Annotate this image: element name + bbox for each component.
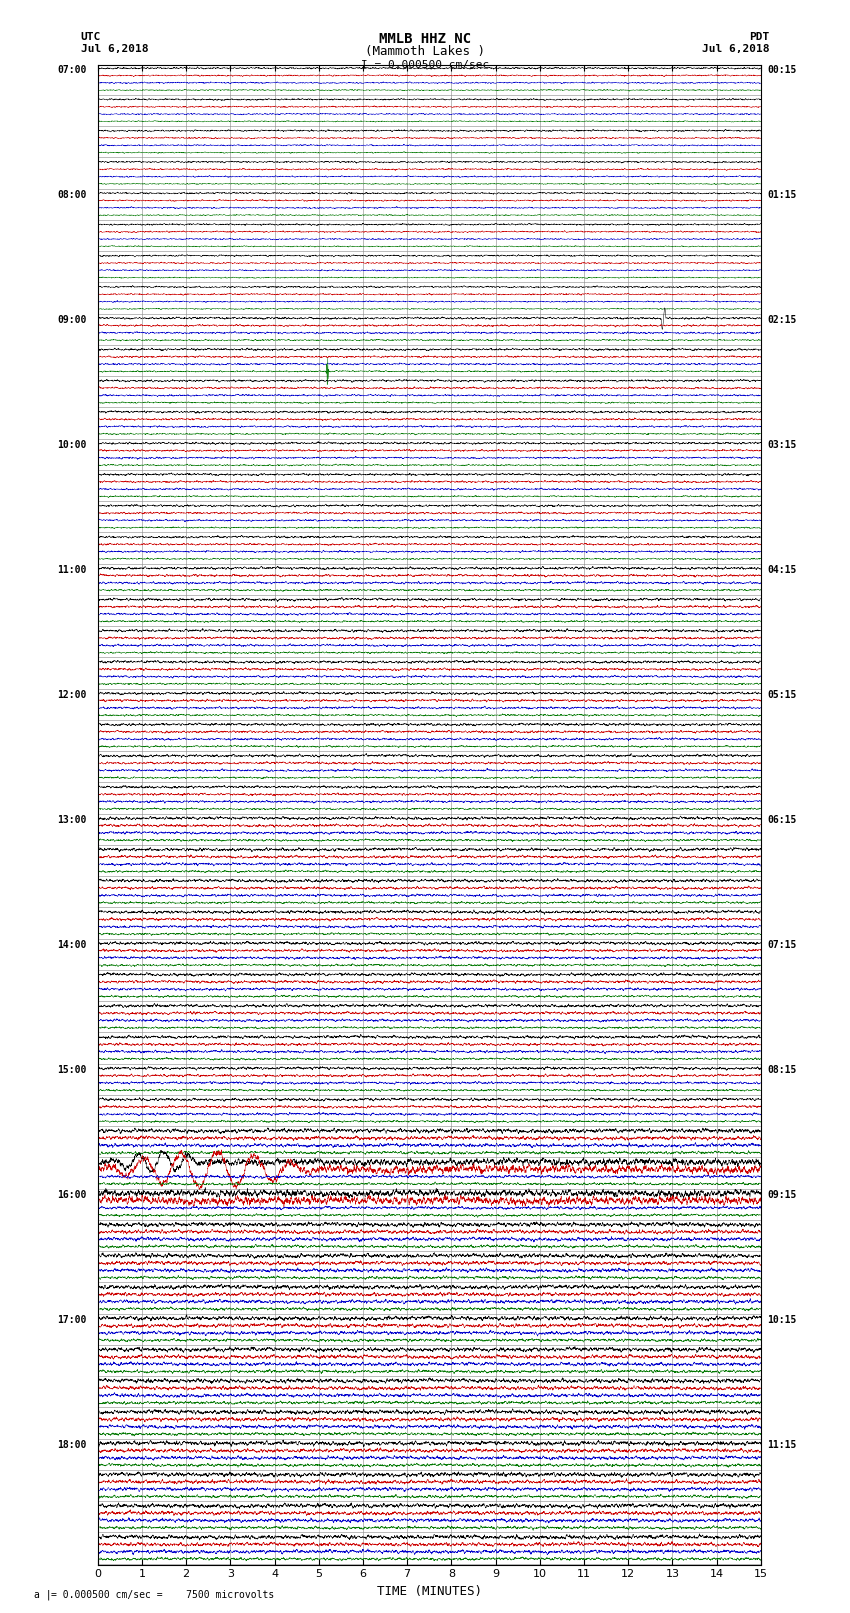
Text: PDT: PDT xyxy=(749,32,769,42)
Text: 01:15: 01:15 xyxy=(768,189,796,200)
Text: 08:00: 08:00 xyxy=(57,189,87,200)
Text: Jul 6,2018: Jul 6,2018 xyxy=(81,44,148,53)
Text: a |: a | xyxy=(34,1589,52,1600)
Text: 08:15: 08:15 xyxy=(768,1065,796,1074)
Text: 09:15: 09:15 xyxy=(768,1190,796,1200)
Text: 15:00: 15:00 xyxy=(57,1065,87,1074)
Text: 05:15: 05:15 xyxy=(768,690,796,700)
Text: 03:15: 03:15 xyxy=(768,440,796,450)
Text: 18:00: 18:00 xyxy=(57,1440,87,1450)
Text: 10:00: 10:00 xyxy=(57,440,87,450)
Text: (Mammoth Lakes ): (Mammoth Lakes ) xyxy=(365,45,485,58)
Text: 00:15: 00:15 xyxy=(768,65,796,74)
Text: 09:00: 09:00 xyxy=(57,315,87,324)
X-axis label: TIME (MINUTES): TIME (MINUTES) xyxy=(377,1586,482,1598)
Text: 13:00: 13:00 xyxy=(57,815,87,824)
Text: 04:15: 04:15 xyxy=(768,565,796,574)
Text: = 0.000500 cm/sec =    7500 microvolts: = 0.000500 cm/sec = 7500 microvolts xyxy=(51,1590,275,1600)
Text: 07:15: 07:15 xyxy=(768,939,796,950)
Text: Jul 6,2018: Jul 6,2018 xyxy=(702,44,769,53)
Text: 11:00: 11:00 xyxy=(57,565,87,574)
Text: 12:00: 12:00 xyxy=(57,690,87,700)
Text: MMLB HHZ NC: MMLB HHZ NC xyxy=(379,32,471,47)
Text: 07:00: 07:00 xyxy=(57,65,87,74)
Text: I = 0.000500 cm/sec: I = 0.000500 cm/sec xyxy=(361,60,489,69)
Text: 11:15: 11:15 xyxy=(768,1440,796,1450)
Text: 06:15: 06:15 xyxy=(768,815,796,824)
Text: 14:00: 14:00 xyxy=(57,939,87,950)
Text: 02:15: 02:15 xyxy=(768,315,796,324)
Text: 10:15: 10:15 xyxy=(768,1315,796,1324)
Text: UTC: UTC xyxy=(81,32,101,42)
Text: 17:00: 17:00 xyxy=(57,1315,87,1324)
Text: 16:00: 16:00 xyxy=(57,1190,87,1200)
